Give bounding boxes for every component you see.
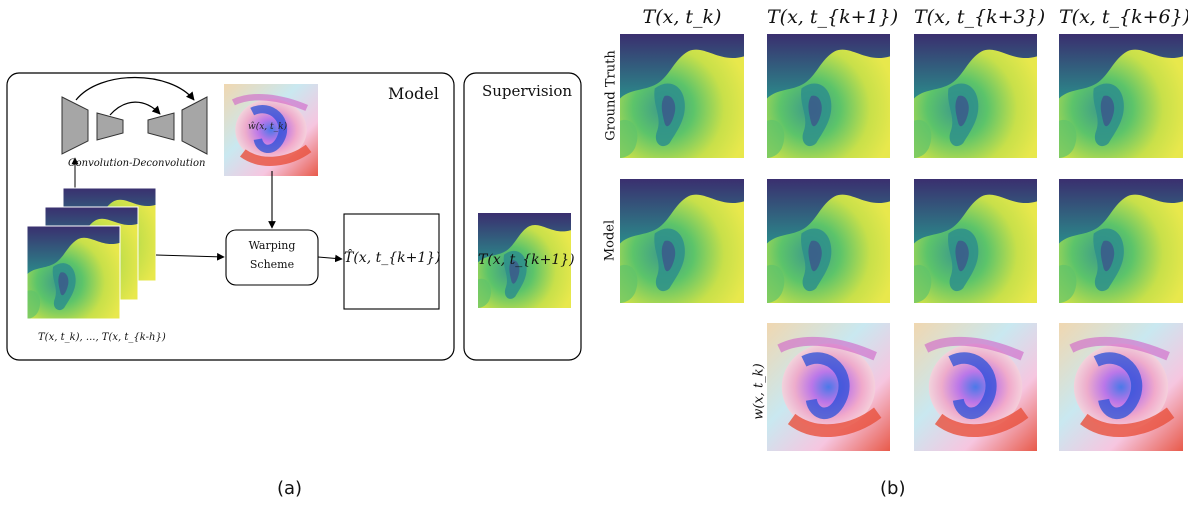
caption-a: (a) bbox=[277, 478, 303, 499]
conv-deconv-label: Convolution-Deconvolution bbox=[68, 158, 206, 169]
encoder-block-2 bbox=[96, 112, 124, 141]
supervision-label: Supervision bbox=[482, 82, 573, 100]
model-label: Model bbox=[388, 84, 439, 103]
skip-connection-outer bbox=[75, 77, 195, 101]
decoder-block-2 bbox=[181, 96, 208, 155]
inputs-to-warp-arrow bbox=[155, 252, 225, 261]
model-box bbox=[6, 72, 455, 361]
model-frame-1 bbox=[620, 179, 744, 303]
decoder-block-1 bbox=[147, 112, 175, 141]
model-row bbox=[620, 179, 1183, 303]
skip-connection-inner bbox=[109, 101, 161, 116]
model-frame-2 bbox=[767, 179, 890, 303]
supervision-box bbox=[463, 72, 582, 361]
column-title-3: T(x, t_{k+3}) bbox=[914, 6, 1046, 28]
flow-frame-4 bbox=[1059, 323, 1183, 451]
warp-field-label: ŵ(x, t_k) bbox=[248, 122, 288, 132]
column-title-4: T(x, t_{k+6}) bbox=[1059, 6, 1188, 28]
supervision-field-label: T(x, t_{k+1}) bbox=[478, 252, 575, 268]
flow-frame-3 bbox=[914, 323, 1037, 451]
prediction-box bbox=[343, 213, 440, 310]
gt-frame-3 bbox=[914, 34, 1037, 158]
flow-frame-2 bbox=[767, 323, 890, 451]
input-frames-label: T(x, t_k), ..., T(x, t_{k-h}) bbox=[38, 332, 166, 343]
caption-b: (b) bbox=[880, 478, 906, 499]
encoder-block-1 bbox=[61, 96, 89, 155]
warp-to-prediction-arrow bbox=[317, 254, 343, 263]
row-label-ground-truth: Ground Truth bbox=[603, 50, 619, 141]
model-frame-4 bbox=[1059, 179, 1183, 303]
warping-label-line1: Warping bbox=[248, 239, 296, 252]
row-label-flow: w(x, t_k) bbox=[751, 363, 767, 420]
row-label-model: Model bbox=[602, 219, 618, 262]
model-frame-3 bbox=[914, 179, 1037, 303]
ground-truth-row bbox=[620, 34, 1183, 158]
conv-deconv-network bbox=[61, 96, 208, 155]
column-title-2: T(x, t_{k+1}) bbox=[767, 6, 899, 28]
flow-row bbox=[767, 323, 1183, 451]
input-frame-stack bbox=[26, 187, 157, 320]
gt-frame-4 bbox=[1059, 34, 1183, 158]
prediction-label: T̂(x, t_{k+1}) bbox=[344, 250, 441, 266]
gt-frame-2 bbox=[767, 34, 890, 158]
gt-frame-1 bbox=[620, 34, 744, 158]
warping-label-line2: Scheme bbox=[249, 258, 295, 271]
column-title-1: T(x, t_k) bbox=[642, 6, 722, 28]
